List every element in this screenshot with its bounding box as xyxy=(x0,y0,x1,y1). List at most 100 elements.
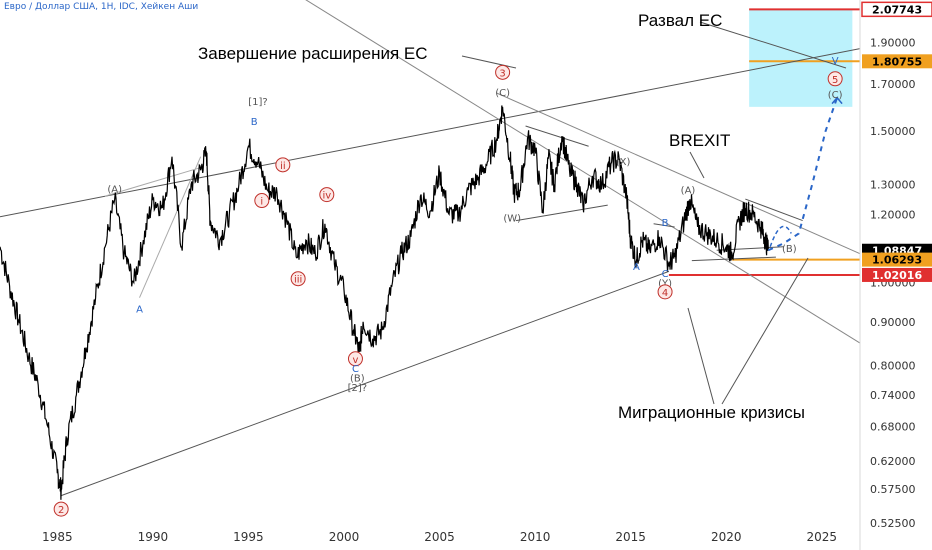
wave-text-2: A xyxy=(136,305,143,316)
wave-text-20: C xyxy=(662,269,669,280)
price-tag-0: 2.07743 xyxy=(872,3,922,16)
wave-label-21: (Y) xyxy=(658,278,672,289)
target-zone xyxy=(749,9,853,107)
wave-text-16: (X) xyxy=(616,157,631,168)
pointer-collapse xyxy=(699,21,847,69)
wave-label-25: 5 xyxy=(827,71,843,87)
wave-text-24: V xyxy=(832,56,839,67)
pointer-brexit xyxy=(689,151,705,179)
trendline-layer xyxy=(0,0,861,497)
wave-label-17: B xyxy=(662,218,669,229)
wave-circle-25 xyxy=(827,71,843,87)
wave-circle-7 xyxy=(319,187,335,203)
wave-label-3: [1]? xyxy=(248,97,267,108)
wave-label-16: (X) xyxy=(616,157,631,168)
wave-label-1: (A) xyxy=(107,185,122,196)
wave-text-15: (W) xyxy=(503,213,521,224)
wave-label-19: (A) xyxy=(681,186,696,197)
y-tick-10: 1.50000 xyxy=(870,125,916,138)
target-zone-layer xyxy=(668,8,860,276)
wave-label-2: A xyxy=(136,305,143,316)
price-tag-bg-4 xyxy=(862,267,932,282)
price-tag-bg-0 xyxy=(861,1,932,18)
annotation-brexit: BREXIT xyxy=(669,131,730,150)
y-tick-9: 1.30000 xyxy=(870,178,916,191)
channel-diagonal-line xyxy=(305,0,861,344)
wave-circle-22 xyxy=(657,284,673,300)
wave-circle-0 xyxy=(53,501,69,517)
y-tick-11: 1.70000 xyxy=(870,78,916,91)
wave-text-4: B xyxy=(251,117,258,128)
annotation-collapse: Развал ЕС xyxy=(638,11,722,30)
projection-layer xyxy=(767,96,843,252)
y-tick-2: 0.62000 xyxy=(870,455,916,468)
wave-text-25: 5 xyxy=(832,75,838,86)
pointer-migration-2 xyxy=(721,257,809,405)
triangle-w-lower xyxy=(515,204,608,222)
wave-circle-13 xyxy=(495,64,511,80)
x-tick-8: 2025 xyxy=(807,530,838,544)
x-tick-6: 2015 xyxy=(615,530,646,544)
wave-label-26: (C) xyxy=(828,90,843,101)
wave-text-26: (C) xyxy=(828,90,843,101)
price-tag-1: 1.80755 xyxy=(872,55,922,68)
y-tick-5: 0.80000 xyxy=(870,360,916,373)
x-tick-2: 1995 xyxy=(233,530,264,544)
wave-label-24: V xyxy=(832,56,839,67)
wave-label-8: iii xyxy=(290,271,306,287)
y-tick-4: 0.74000 xyxy=(870,389,916,402)
wave-text-9: v xyxy=(353,355,359,366)
y-tick-1: 0.57500 xyxy=(870,483,916,496)
wave-text-12: [2]? xyxy=(348,383,367,394)
wave-text-8: iii xyxy=(294,275,302,286)
wave-text-11: (B) xyxy=(350,374,365,385)
projection-arrowhead xyxy=(831,96,843,105)
wave-label-15: (W) xyxy=(503,213,521,224)
wave-circle-6 xyxy=(254,193,270,209)
wave-label-10: C xyxy=(352,364,359,375)
wave-circle-8 xyxy=(290,271,306,287)
channel-lower-line xyxy=(60,270,670,497)
wave-label-7: iv xyxy=(319,187,335,203)
projection-path xyxy=(767,97,839,252)
channel-upper-line xyxy=(0,48,861,218)
wave-label-18: A xyxy=(633,262,640,273)
axis-layer: 0.52500 0.57500 0.62000 0.68000 0.74000 0.800… xyxy=(42,0,932,550)
annotation-expansion: Завершение расширения ЕС xyxy=(198,44,428,63)
wave-text-22: 4 xyxy=(662,288,668,299)
wave-text-7: iv xyxy=(322,191,331,202)
price-tag-3: 1.06293 xyxy=(872,254,922,267)
wave-label-6: i xyxy=(254,193,270,209)
wave-text-19: (A) xyxy=(681,186,696,197)
wave-text-23: (B) xyxy=(782,244,797,255)
triangle-end-lower xyxy=(691,256,776,262)
annotation-migration: Миграционные кризисы xyxy=(618,403,805,422)
wave-label-9: v xyxy=(347,351,363,367)
wave-text-3: [1]? xyxy=(248,97,267,108)
wedge-a-lower xyxy=(139,156,202,298)
wave-label-11: (B) xyxy=(350,374,365,385)
wave-text-14: (C) xyxy=(495,88,510,99)
x-tick-1: 1990 xyxy=(138,530,169,544)
wave-text-18: A xyxy=(633,262,640,273)
x-tick-7: 2020 xyxy=(711,530,742,544)
x-tick-3: 2000 xyxy=(329,530,360,544)
wave-label-5: ii xyxy=(275,157,291,173)
wave-text-0: 2 xyxy=(58,505,64,516)
symbol-header[interactable]: Евро / Доллар США, 1Н, IDC, Хейкен Аши xyxy=(4,2,199,12)
pointer-migration-1 xyxy=(687,307,715,405)
y-tick-3: 0.68000 xyxy=(870,420,916,433)
wave-label-13: 3 xyxy=(495,64,511,80)
triangle-b-upper xyxy=(653,223,675,228)
price-tag-4: 1.02016 xyxy=(872,269,922,282)
y-tick-8: 1.20000 xyxy=(870,208,916,221)
wave-label-23: (B) xyxy=(782,244,797,255)
triangle-w-upper xyxy=(525,125,589,147)
projection-b-loop xyxy=(769,225,792,248)
x-tick-5: 2010 xyxy=(520,530,551,544)
y-tick-6: 0.90000 xyxy=(870,316,916,329)
y-tick-0: 0.52500 xyxy=(870,517,916,530)
wave-label-4: B xyxy=(251,117,258,128)
wave-text-13: 3 xyxy=(499,68,505,79)
